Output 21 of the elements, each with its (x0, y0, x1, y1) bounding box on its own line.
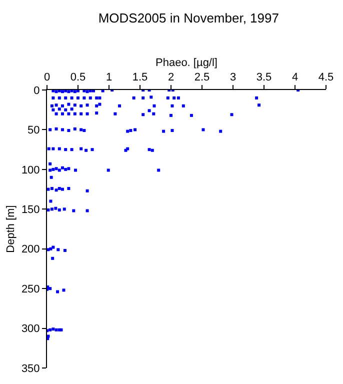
x-tick-label: 3 (230, 72, 236, 84)
chart-title: MODS2005 in November, 1997 (98, 10, 279, 26)
x-tick-label: 1 (106, 72, 112, 84)
y-tick-label: 300 (21, 323, 40, 336)
x-tick-label: 1.5 (132, 72, 148, 84)
x-tick-label: 4 (292, 72, 298, 84)
x-tick-label: 4.5 (318, 72, 334, 84)
x-tick-label: 2 (168, 72, 174, 84)
y-tick-label: 200 (21, 244, 40, 256)
x-tick-label: 3.5 (256, 72, 272, 84)
y-axis-title: Depth [m] (5, 205, 18, 253)
x-axis-title: Phaeo. [µg/l] (156, 57, 218, 70)
y-tick-label: 150 (21, 204, 40, 216)
x-tick-label: 0 (44, 72, 50, 84)
y-tick-label: 100 (21, 164, 40, 176)
x-tick-label: 2.5 (194, 72, 210, 84)
y-tick-label: 350 (21, 362, 40, 375)
y-tick-label: 0 (34, 84, 40, 97)
y-tick-label: 250 (21, 283, 40, 296)
x-tick-label: 0.5 (70, 72, 86, 84)
y-tick-label: 50 (28, 124, 40, 137)
